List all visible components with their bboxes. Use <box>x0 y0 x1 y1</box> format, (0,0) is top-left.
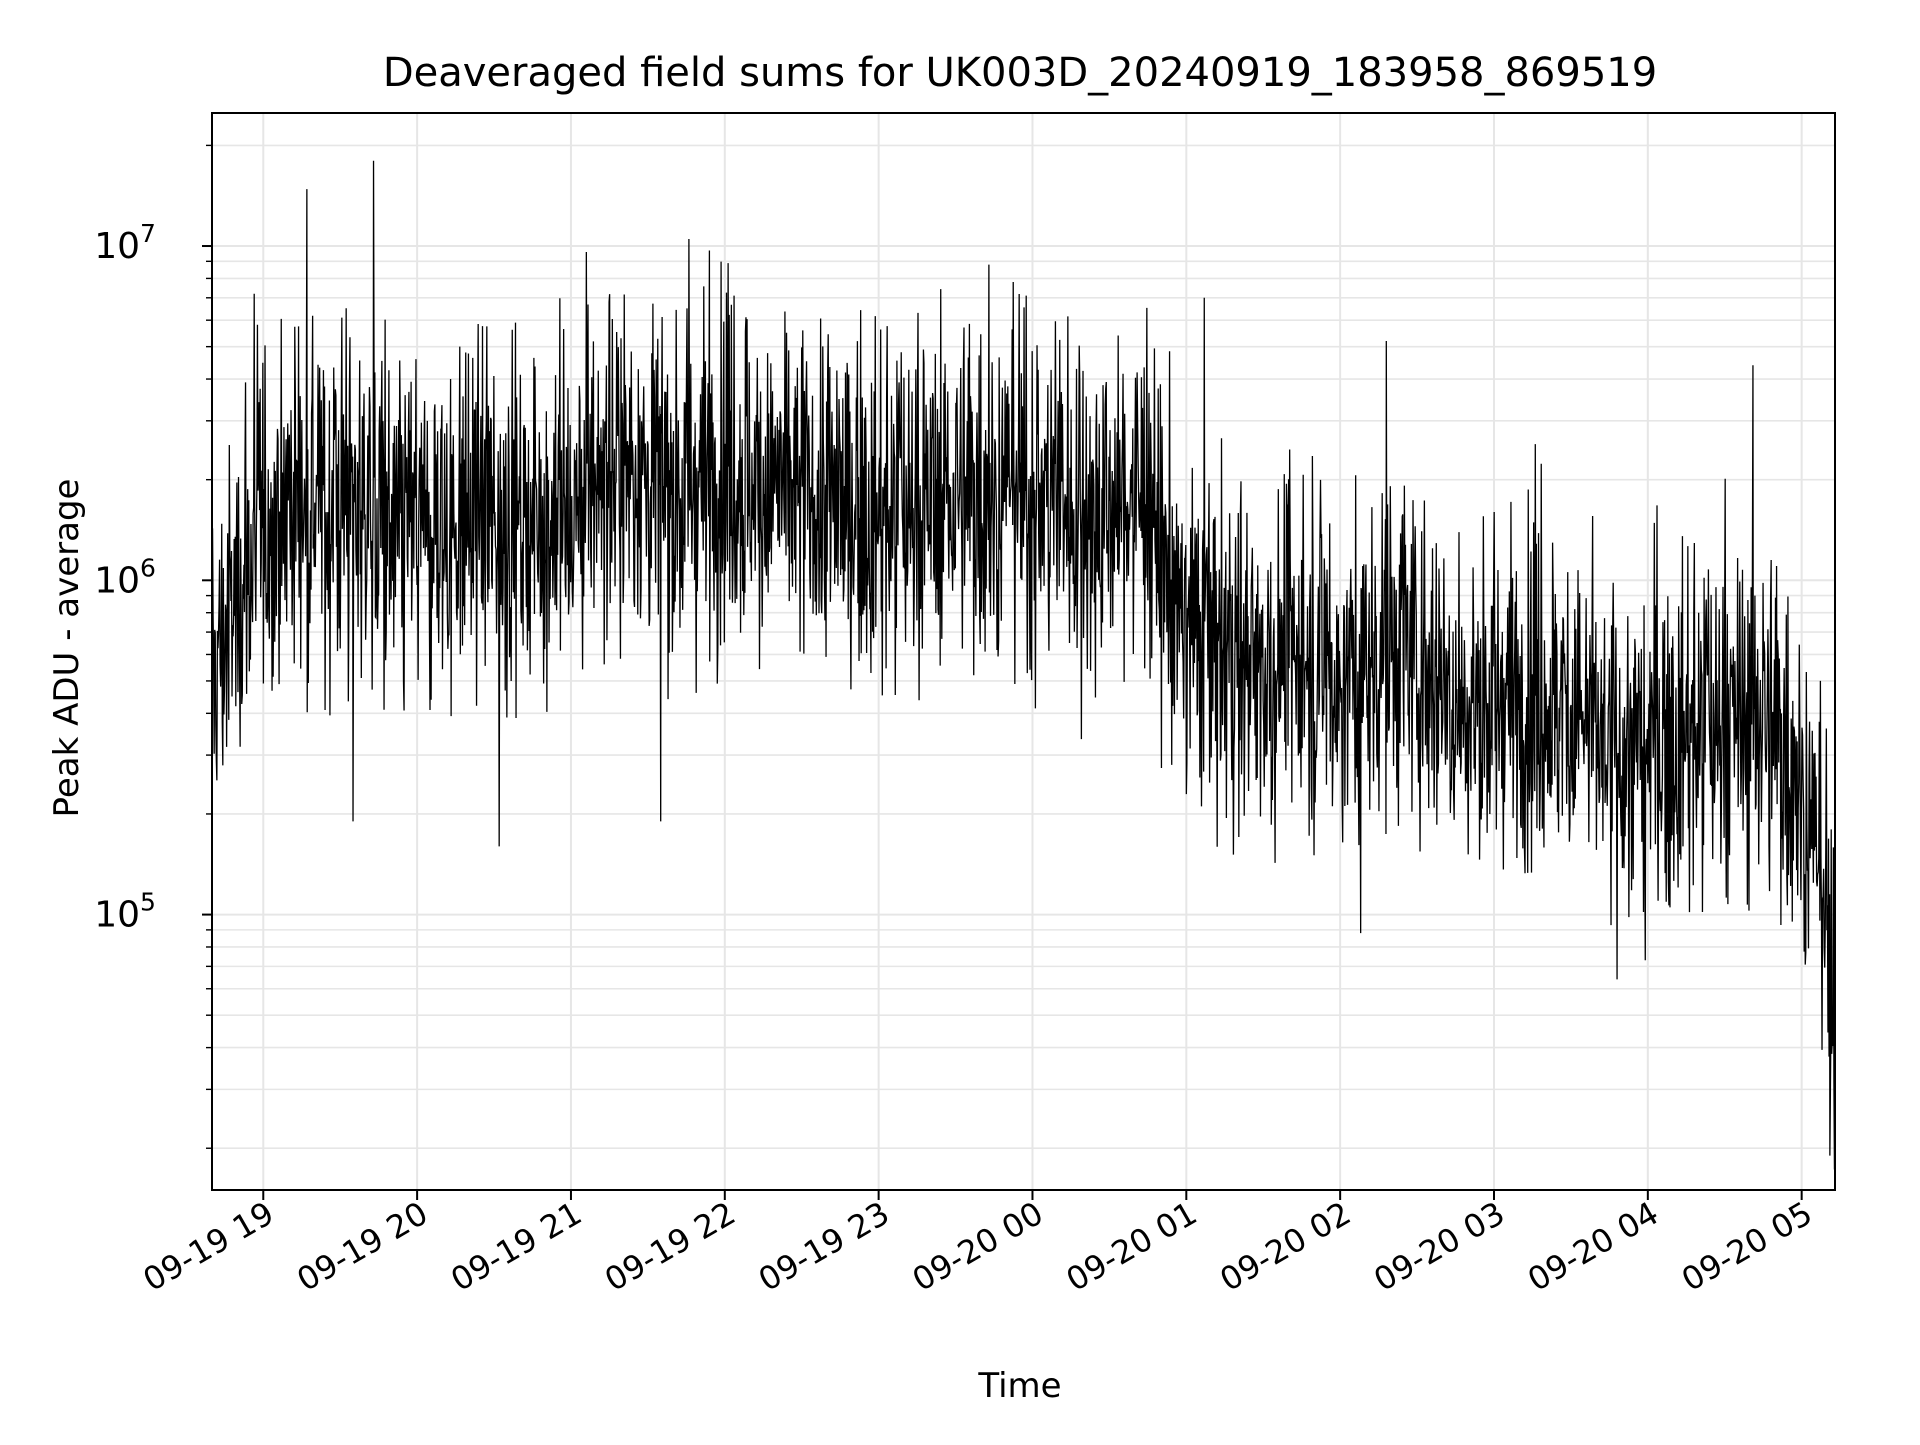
y-tick-label-exponent: 5 <box>140 888 156 917</box>
y-tick-label: 10 <box>94 226 140 267</box>
series-line <box>211 160 1836 1170</box>
series-layer <box>211 160 1836 1170</box>
y-tick-label-exponent: 6 <box>140 553 156 582</box>
y-tick-label-exponent: 7 <box>140 219 156 248</box>
chart-title: Deaveraged field sums for UK003D_2024091… <box>383 50 1657 96</box>
y-tick-label: 10 <box>94 895 140 936</box>
y-tick-label: 10 <box>94 560 140 601</box>
y-axis-label: Peak ADU - average <box>47 479 87 818</box>
plot-frame <box>211 112 1836 1191</box>
x-axis-label: Time <box>977 1366 1061 1406</box>
